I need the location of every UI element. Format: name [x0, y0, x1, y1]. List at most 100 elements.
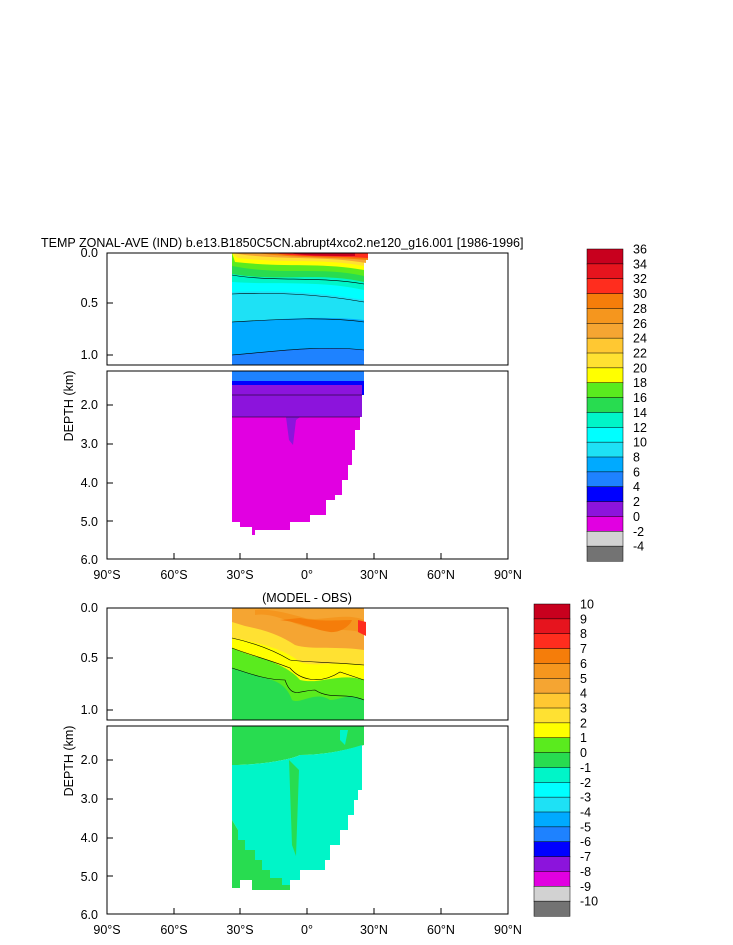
colorbar-label: -9 — [580, 880, 591, 894]
diff-upper-frame — [106, 607, 509, 721]
colorbar-label: 9 — [580, 612, 587, 626]
colorbar-label: -7 — [580, 850, 591, 864]
colorbar-label: -10 — [580, 895, 598, 909]
colorbar-swatch — [586, 501, 624, 517]
temp-y-axis-label: DEPTH (km) — [62, 371, 76, 442]
x-tick-label: 60°S — [160, 923, 187, 937]
colorbar-swatch — [533, 633, 571, 650]
y-tick-label: 4.0 — [81, 831, 98, 845]
x-tick-label: 90°N — [494, 568, 522, 582]
colorbar-label: 10 — [580, 598, 594, 612]
colorbar-label: -8 — [580, 865, 591, 879]
colorbar-label: 24 — [633, 332, 647, 346]
colorbar-label: 3 — [580, 702, 587, 716]
colorbar-swatch — [586, 367, 624, 384]
colorbar-label: 8 — [580, 627, 587, 641]
x-tick-label: 30°N — [360, 568, 388, 582]
diff-panel: (MODEL - OBS) 0.0 0.5 1.0 2.0 — [62, 591, 598, 937]
y-tick-label: 2.0 — [81, 753, 98, 767]
colorbar-label: 0 — [580, 746, 587, 760]
y-tick-label: 3.0 — [81, 792, 98, 806]
temp-lower-field — [232, 371, 364, 535]
diff-band-0-deep — [232, 820, 290, 890]
colorbar-label: 34 — [633, 257, 647, 271]
colorbar-label: -5 — [580, 820, 591, 834]
diff-contour — [231, 647, 365, 681]
colorbar-swatch — [586, 441, 624, 458]
temp-contour — [231, 292, 365, 303]
colorbar-swatch — [586, 293, 624, 309]
temp-panel: TEMP ZONAL-AVE (IND) b.e13.B1850C5CN.abr… — [41, 236, 647, 582]
colorbar-label: -4 — [580, 806, 591, 820]
x-tick-label: 90°N — [494, 923, 522, 937]
colorbar-label: 4 — [580, 687, 587, 701]
temp-band-0 — [232, 417, 360, 535]
x-tick-label: 60°S — [160, 568, 187, 582]
colorbar-label: 6 — [580, 657, 587, 671]
colorbar-label: -6 — [580, 835, 591, 849]
y-tick-label: 5.0 — [81, 515, 98, 529]
colorbar-swatch — [586, 278, 624, 295]
colorbar-label: -1 — [580, 761, 591, 775]
colorbar-swatch — [586, 382, 624, 399]
colorbar-swatch — [533, 886, 571, 902]
temp-contour — [231, 318, 365, 323]
diff-lower-field — [232, 726, 364, 890]
colorbar-label: 7 — [580, 642, 587, 656]
x-tick-label: 30°S — [226, 568, 253, 582]
colorbar-label: 18 — [633, 376, 647, 390]
colorbar-swatch — [586, 308, 624, 324]
temp-contour — [231, 347, 365, 356]
colorbar-swatch — [533, 618, 571, 635]
diff-y-axis-label: DEPTH (km) — [62, 726, 76, 797]
colorbar-swatch — [586, 471, 624, 488]
colorbar-label: -2 — [580, 776, 591, 790]
colorbar-swatch — [586, 352, 624, 369]
colorbar-label: 0 — [633, 510, 640, 524]
colorbar-swatch — [533, 663, 571, 679]
y-tick-label: 5.0 — [81, 870, 98, 884]
x-tick-label: 60°N — [427, 568, 455, 582]
colorbar-swatch — [533, 707, 571, 724]
y-tick-label: 2.0 — [81, 398, 98, 412]
diff-y-ticks — [107, 657, 113, 877]
temp-contour — [231, 274, 365, 285]
colorbar-label: 2 — [633, 495, 640, 509]
x-tick-label: 0° — [301, 568, 313, 582]
colorbar-label: 16 — [633, 391, 647, 405]
colorbar-swatch — [533, 900, 571, 917]
temp-title: TEMP ZONAL-AVE (IND) b.e13.B1850C5CN.abr… — [41, 236, 523, 250]
y-tick-label: 1.0 — [81, 348, 98, 362]
colorbar-swatch — [533, 841, 571, 858]
y-tick-label: 0.5 — [81, 651, 98, 665]
diff-contour — [231, 637, 365, 666]
colorbar-swatch — [586, 263, 624, 280]
colorbar-label: -2 — [633, 525, 644, 539]
temp-x-ticks — [173, 553, 442, 559]
x-tick-label: 30°S — [226, 923, 253, 937]
colorbar-label: 30 — [633, 287, 647, 301]
colorbar-label: 1 — [580, 731, 587, 745]
diff-band-8 — [358, 620, 366, 636]
colorbar-swatch — [533, 767, 571, 783]
colorbar-swatch — [533, 648, 571, 664]
colorbar-swatch — [533, 811, 571, 828]
colorbar-swatch — [533, 603, 571, 620]
y-tick-label: 0.0 — [81, 246, 98, 260]
x-tick-label: 90°S — [93, 923, 120, 937]
colorbar-label: 32 — [633, 272, 647, 286]
y-tick-label: 1.0 — [81, 703, 98, 717]
colorbar-swatch — [586, 456, 624, 473]
colorbar-label: 36 — [633, 243, 647, 257]
colorbar-swatch — [533, 678, 571, 694]
colorbar-swatch — [533, 856, 571, 872]
diff-band-6 — [280, 618, 352, 633]
y-tick-label: 6.0 — [81, 553, 98, 567]
diff-upper-field — [231, 608, 366, 720]
x-tick-label: 60°N — [427, 923, 455, 937]
y-tick-label: 6.0 — [81, 908, 98, 922]
colorbar-label: 14 — [633, 406, 647, 420]
